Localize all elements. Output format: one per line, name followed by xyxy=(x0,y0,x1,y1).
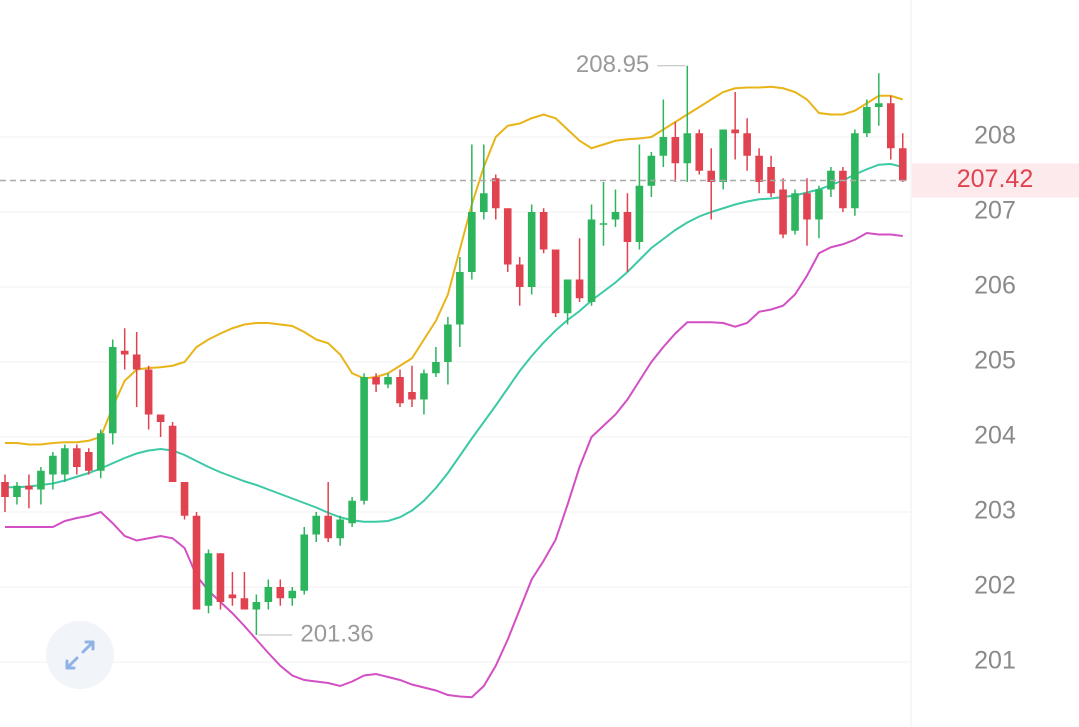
band-line xyxy=(5,231,903,699)
candle-body xyxy=(898,148,907,181)
candle-body xyxy=(49,455,57,475)
candle-body xyxy=(372,377,380,385)
band-line xyxy=(5,85,904,446)
candle-body xyxy=(779,189,787,235)
candle-body xyxy=(863,107,871,134)
candle-body xyxy=(875,103,883,107)
candle-body xyxy=(839,170,847,209)
candle-body xyxy=(432,362,440,374)
candle-body xyxy=(611,212,620,220)
y-tick-label: 206 xyxy=(974,272,1016,300)
candle-body xyxy=(587,219,596,302)
candle-body xyxy=(551,249,560,314)
candle-body xyxy=(192,515,201,610)
candle-body xyxy=(731,129,739,134)
candle-body xyxy=(515,264,524,287)
candle-body xyxy=(84,452,93,471)
y-tick-label: 205 xyxy=(974,347,1016,375)
candle-body xyxy=(456,272,464,325)
candle-body xyxy=(707,170,716,182)
candle-body xyxy=(96,433,105,471)
candle-body xyxy=(803,193,811,220)
candle-body xyxy=(671,137,680,164)
candle-body xyxy=(420,373,428,400)
candle-body xyxy=(527,212,536,287)
candle-body xyxy=(659,137,668,156)
candle-body xyxy=(300,534,309,591)
candle-body xyxy=(360,377,368,501)
candle-body xyxy=(348,500,356,524)
candle-body xyxy=(683,133,692,164)
candle-body xyxy=(468,212,476,272)
candle-body xyxy=(575,279,584,299)
candle-body xyxy=(216,553,225,602)
candle-body xyxy=(252,602,261,610)
candle-body xyxy=(408,392,416,400)
candle-body xyxy=(73,448,81,467)
candle-body xyxy=(539,212,548,250)
y-tick-label: 203 xyxy=(974,497,1016,525)
candle-body xyxy=(599,223,608,225)
candle-body xyxy=(288,590,297,599)
candle-body xyxy=(144,369,153,415)
candle-body xyxy=(480,193,488,212)
candle-body xyxy=(384,377,392,385)
expand-button-bg[interactable] xyxy=(46,621,114,689)
candle-body xyxy=(276,587,285,599)
candle-body xyxy=(13,485,21,497)
candle-body xyxy=(635,185,644,242)
candle-body xyxy=(815,189,823,220)
candle-body xyxy=(503,208,512,265)
last-price-box xyxy=(912,163,1079,198)
y-tick-label: 202 xyxy=(974,572,1016,600)
y-tick-label: 208 xyxy=(974,122,1016,150)
candle-body xyxy=(396,377,404,404)
candle-body xyxy=(312,515,321,535)
candle-body xyxy=(1,482,9,497)
candle-body xyxy=(37,470,45,490)
candle-body xyxy=(647,155,656,186)
candle-body xyxy=(264,587,273,602)
candle-body xyxy=(444,324,452,362)
candle-body xyxy=(228,594,237,599)
candle-body xyxy=(180,482,189,516)
candle-body xyxy=(25,485,33,490)
candle-body xyxy=(719,129,727,182)
candle-body xyxy=(563,279,572,314)
last-price-label: 207.42 xyxy=(957,165,1033,193)
candle-body xyxy=(168,425,177,482)
candle-body xyxy=(204,553,213,606)
candle-body xyxy=(336,519,344,539)
min-label: 201.36 xyxy=(300,620,373,647)
expand-icon[interactable] xyxy=(65,640,95,670)
candle-body xyxy=(695,133,704,171)
candle-body xyxy=(491,178,500,209)
y-tick-label: 204 xyxy=(974,422,1016,450)
candle-body xyxy=(791,193,799,231)
candle-body xyxy=(132,354,141,370)
candle-body xyxy=(623,212,632,242)
candle-body xyxy=(61,448,69,475)
candle-body xyxy=(851,133,859,209)
y-tick-label: 201 xyxy=(974,647,1016,675)
candle-body xyxy=(886,103,895,149)
candle-body xyxy=(324,515,332,539)
max-label: 208.95 xyxy=(576,51,649,78)
candle-body xyxy=(743,133,751,156)
candle-body xyxy=(240,598,249,610)
expand-button[interactable] xyxy=(46,621,114,689)
candle-body xyxy=(755,155,763,182)
candle-body xyxy=(108,347,117,434)
candle-body xyxy=(156,414,165,422)
y-tick-label: 207 xyxy=(974,197,1016,225)
candle-body xyxy=(120,350,129,355)
band-line xyxy=(5,162,903,523)
